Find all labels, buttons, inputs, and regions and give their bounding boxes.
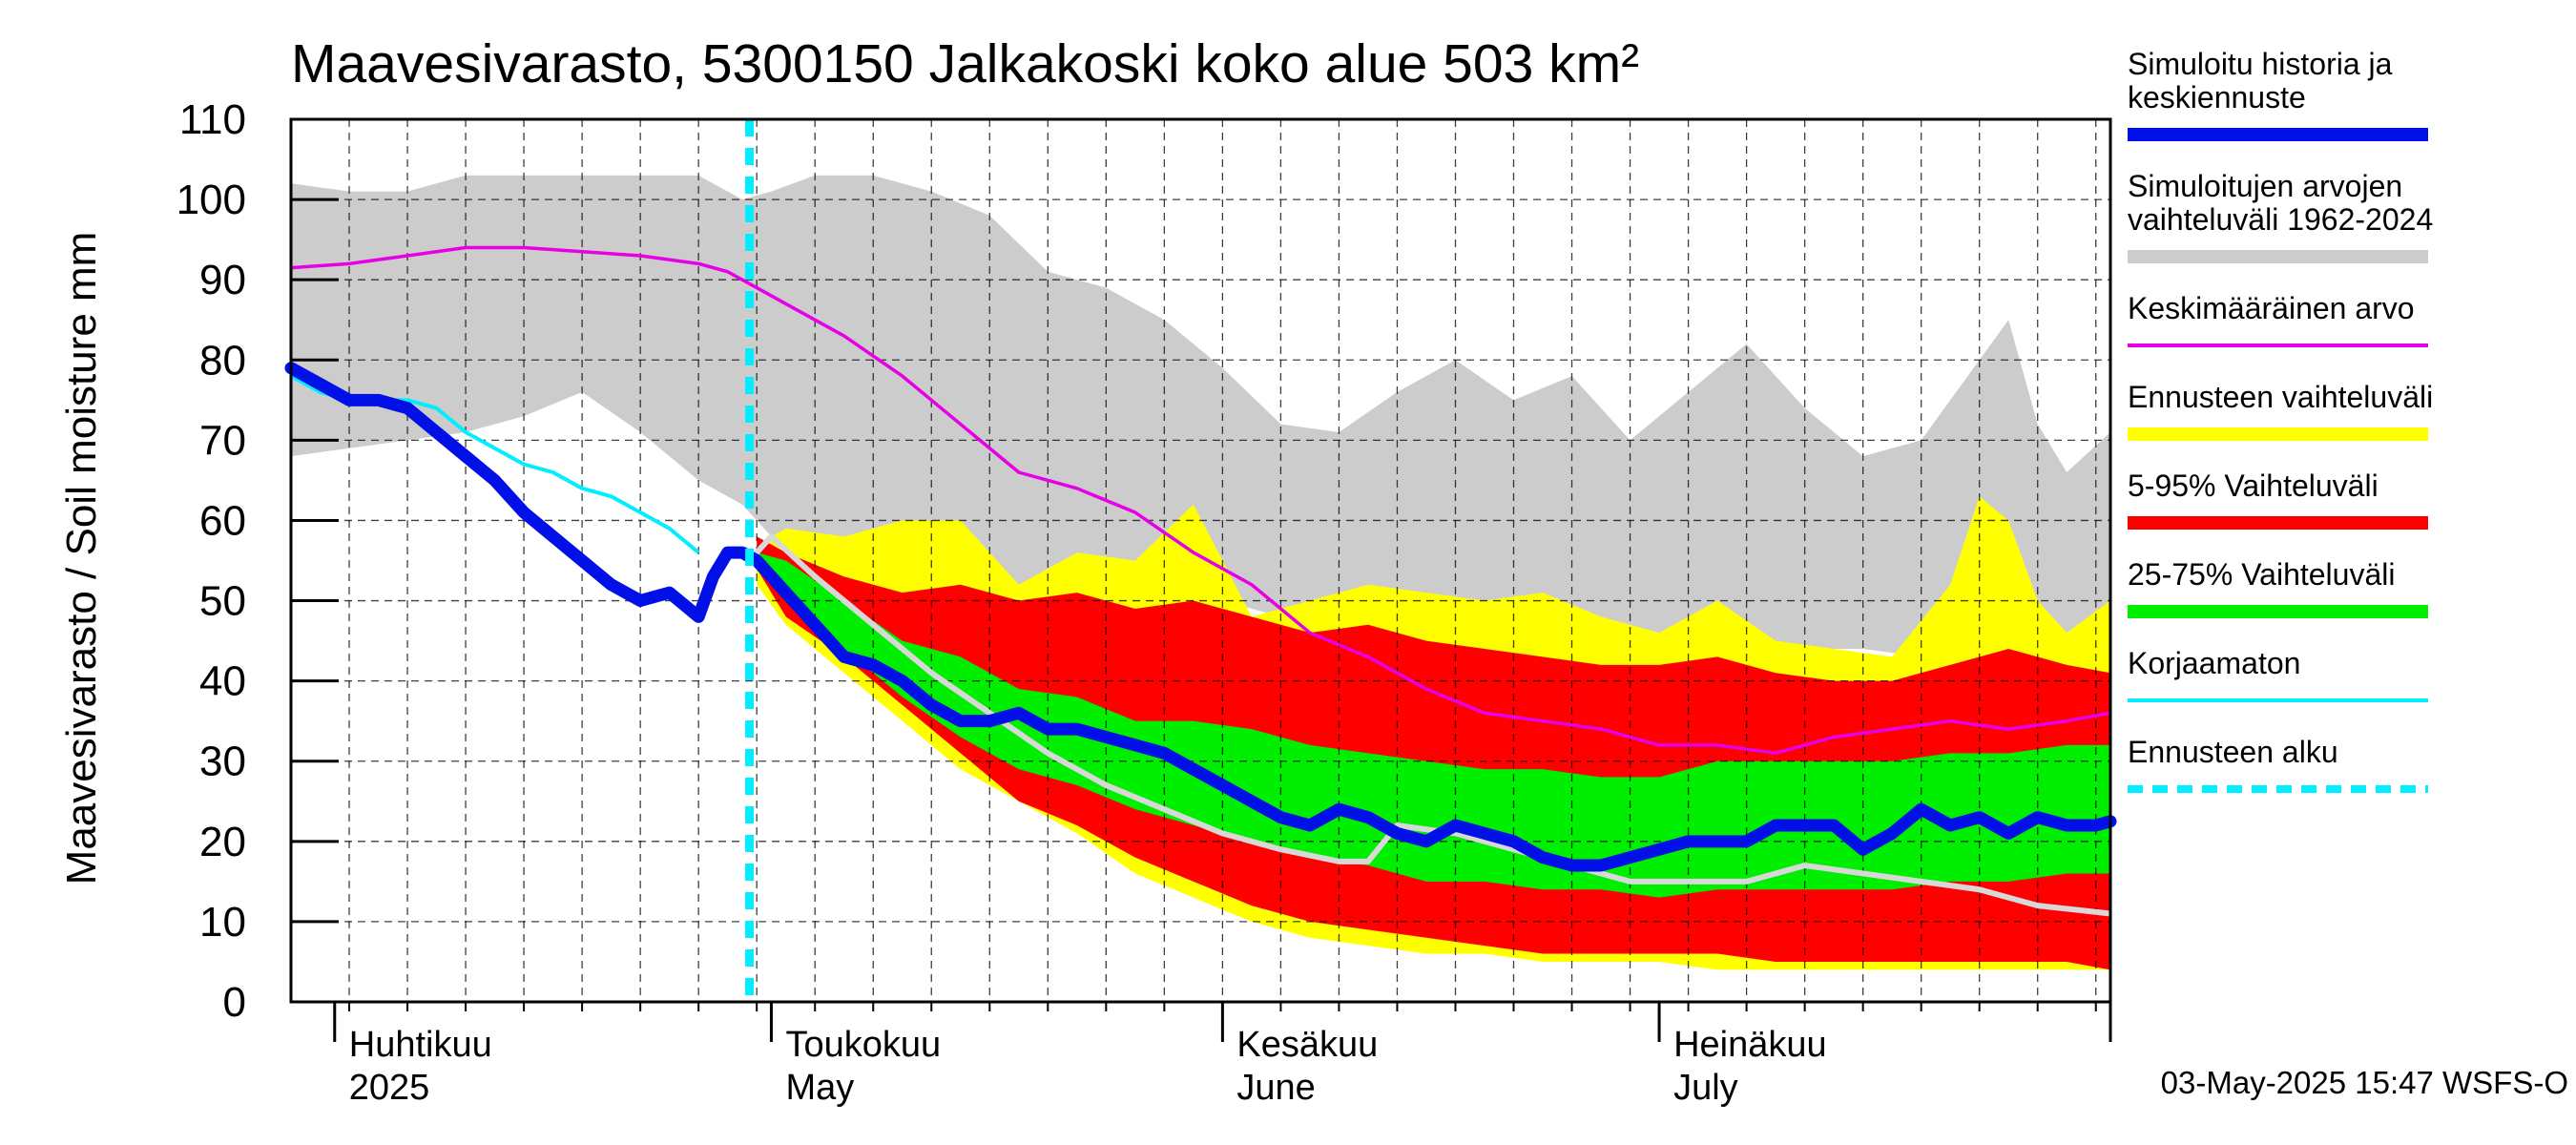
month-label-en: May <box>785 1068 854 1108</box>
legend-label-fc_start: Ennusteen alku <box>2128 735 2338 769</box>
y-tick-label: 0 <box>223 979 246 1026</box>
legend-label-fc_range: Ennusteen vaihteluväli <box>2128 380 2433 414</box>
y-tick-label: 70 <box>199 417 246 464</box>
legend-label-history: Simuloitu historia ja <box>2128 47 2393 81</box>
plot-area <box>284 118 2117 1002</box>
median-forecast-line <box>747 533 2111 917</box>
month-label-en: 2025 <box>349 1068 430 1108</box>
y-tick-label: 50 <box>199 578 246 625</box>
legend-label-range: vaihteluväli 1962-2024 <box>2128 202 2433 237</box>
legend-label-uncorrected: Korjaamaton <box>2128 646 2300 680</box>
y-axis-label: Maavesivarasto / Soil moisture mm <box>58 232 105 885</box>
y-tick-label: 10 <box>199 899 246 946</box>
y-tick-label: 80 <box>199 337 246 384</box>
y-tick-label: 110 <box>179 96 246 143</box>
month-label-fi: Toukokuu <box>785 1025 941 1065</box>
p25-75-band <box>757 552 2110 898</box>
legend-label-p25_75: 25-75% Vaihteluväli <box>2128 557 2395 592</box>
legend-label-history: keskiennuste <box>2128 80 2306 114</box>
month-label-fi: Huhtikuu <box>349 1025 492 1065</box>
simulated-history-line <box>284 362 2117 872</box>
y-tick-label: 100 <box>177 177 246 223</box>
legend-label-mean: Keskimääräinen arvo <box>2128 291 2415 325</box>
plot-frame <box>289 117 2112 1004</box>
chart-title: Maavesivarasto, 5300150 Jalkakoski koko … <box>291 33 1639 94</box>
y-tick-label: 20 <box>199 819 246 865</box>
month-label-en: July <box>1673 1068 1738 1108</box>
legend-label-p5_95: 5-95% Vaihteluväli <box>2128 468 2379 503</box>
month-label-fi: Heinäkuu <box>1673 1025 1827 1065</box>
mean-line <box>290 245 2111 756</box>
timestamp: 03-May-2025 15:47 WSFS-O <box>2161 1065 2568 1100</box>
y-tick-label: 40 <box>199 658 246 705</box>
y-tick-label: 30 <box>199 739 246 785</box>
y-tick-label: 90 <box>199 257 246 303</box>
y-tick-label: 60 <box>199 497 246 544</box>
month-label-en: June <box>1236 1068 1315 1108</box>
month-label-fi: Kesäkuu <box>1236 1025 1378 1065</box>
legend-label-range: Simuloitujen arvojen <box>2128 169 2402 203</box>
